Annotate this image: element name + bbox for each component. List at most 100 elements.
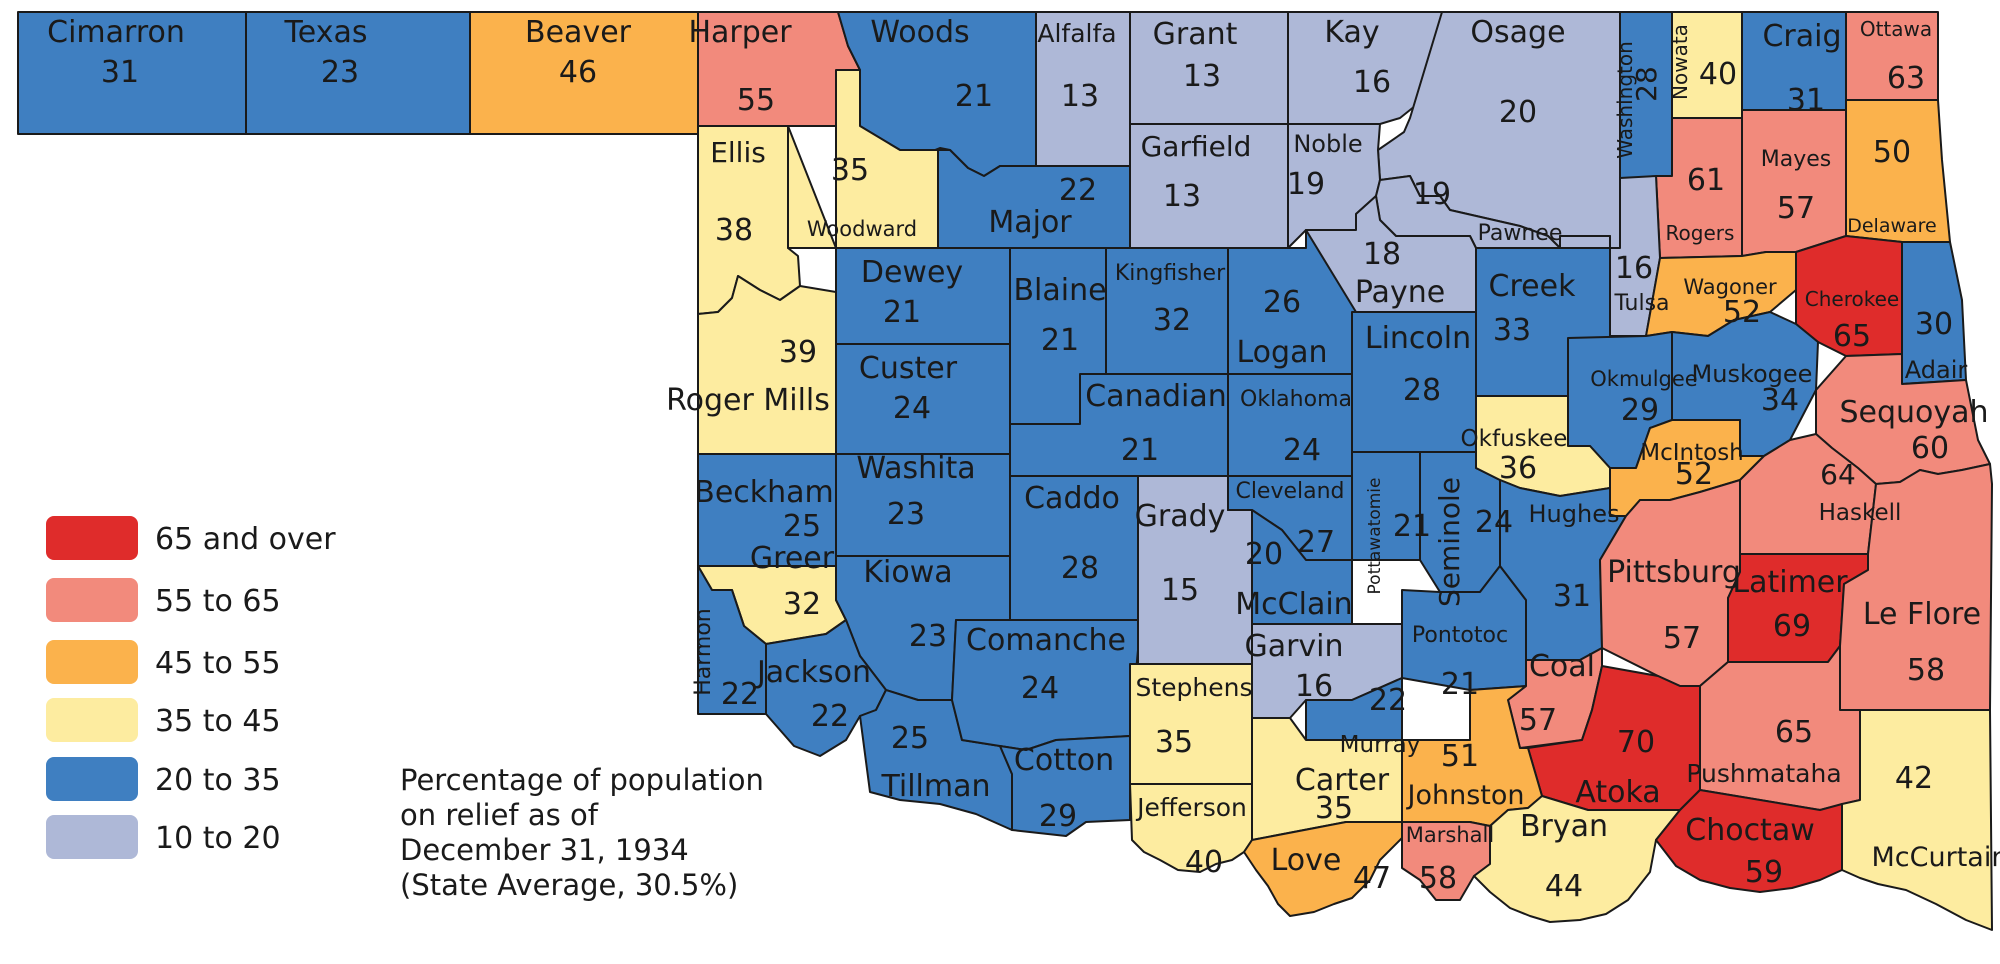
county-name-carter: Carter <box>1295 763 1390 798</box>
county-value-tillman: 25 <box>891 721 929 756</box>
county-name-jefferson: Jefferson <box>1135 793 1247 822</box>
county-name-woodward: Woodward <box>807 217 917 241</box>
county-value-creek: 33 <box>1493 313 1531 348</box>
county-value-harper: 55 <box>737 83 775 118</box>
county-name-okmulgee: Okmulgee <box>1590 367 1697 391</box>
labels-layer: Cimarron 31 Texas 23 Beaver 46 Harper 55 Woods 21… <box>47 15 2000 904</box>
county-value-comanche: 24 <box>1021 671 1059 706</box>
county-name-craig: Craig <box>1762 19 1841 54</box>
county-name-mccurtain: McCurtain <box>1872 842 2000 873</box>
county-cotton <box>999 735 1131 837</box>
caption-line-1: Percentage of population <box>400 763 764 797</box>
county-name-garvin: Garvin <box>1244 629 1343 664</box>
county-name-lincoln: Lincoln <box>1365 321 1471 356</box>
county-value-canadian: 21 <box>1121 433 1159 468</box>
county-value-beaver: 46 <box>559 55 597 90</box>
county-value-coal: 57 <box>1519 703 1557 738</box>
county-value-lincoln: 28 <box>1403 373 1441 408</box>
county-value-sequoyah: 60 <box>1911 431 1949 466</box>
county-name-kingfisher: Kingfisher <box>1115 261 1226 286</box>
county-value-cleveland: 27 <box>1297 525 1335 560</box>
county-value-cimarron: 31 <box>101 55 139 90</box>
county-name-kay: Kay <box>1324 15 1379 50</box>
county-value-hughes: 31 <box>1553 579 1591 614</box>
county-name-beaver: Beaver <box>525 15 632 50</box>
legend-label-65-over: 65 and over <box>155 522 336 557</box>
county-value-grant: 13 <box>1183 59 1221 94</box>
county-name-comanche: Comanche <box>966 623 1126 658</box>
county-value-pontotoc: 21 <box>1441 667 1479 702</box>
county-value-haskell: 64 <box>1820 458 1856 491</box>
county-value-blaine: 21 <box>1041 323 1079 358</box>
legend-label-20-35: 20 to 35 <box>155 763 281 798</box>
counties-layer <box>17 11 1993 931</box>
county-value-pittsburg: 57 <box>1663 621 1701 656</box>
county-choctaw <box>1655 789 1843 893</box>
county-name-murray: Murray <box>1340 732 1421 758</box>
county-value-mcclain: 20 <box>1245 537 1283 572</box>
county-name-noble: Noble <box>1293 130 1362 158</box>
county-value-texas: 23 <box>321 55 359 90</box>
county-name-delaware: Delaware <box>1847 215 1937 237</box>
county-name-caddo: Caddo <box>1024 481 1120 516</box>
county-value-garvin: 16 <box>1295 669 1333 704</box>
county-name-canadian: Canadian <box>1085 379 1227 414</box>
county-value-muskogee: 34 <box>1761 383 1799 418</box>
county-value-pottawatomie: 21 <box>1393 509 1431 544</box>
county-value-adair: 30 <box>1915 307 1953 342</box>
caption-line-4: (State Average, 30.5%) <box>400 868 738 902</box>
county-name-pontotoc: Pontotoc <box>1412 623 1508 648</box>
county-name-logan: Logan <box>1237 335 1328 370</box>
county-le-flore <box>1839 463 1993 711</box>
county-bryan <box>1473 795 1681 923</box>
county-value-greer: 32 <box>783 587 821 622</box>
county-name-harper: Harper <box>688 15 792 50</box>
county-name-grant: Grant <box>1153 17 1238 52</box>
legend-swatch-35-45 <box>46 698 138 742</box>
county-value-kay: 16 <box>1353 65 1391 100</box>
county-value-stephens: 35 <box>1155 725 1193 760</box>
county-name-love: Love <box>1271 843 1342 878</box>
county-value-nowata: 40 <box>1699 57 1737 92</box>
county-value-roger-mills: 39 <box>779 335 817 370</box>
county-name-kiowa: Kiowa <box>863 555 952 590</box>
legend-label-35-45: 35 to 45 <box>155 704 281 739</box>
county-value-harmon: 22 <box>721 677 759 712</box>
county-harmon <box>697 565 767 715</box>
county-value-dewey: 21 <box>883 295 921 330</box>
county-name-le-flore: Le Flore <box>1863 597 1981 632</box>
county-name-major: Major <box>988 205 1072 240</box>
county-value-marshall: 58 <box>1419 861 1457 896</box>
county-name-jackson: Jackson <box>755 655 871 690</box>
legend-swatch-20-35 <box>46 757 138 801</box>
county-tulsa <box>1559 175 1661 337</box>
county-murray <box>1305 677 1403 741</box>
county-value-custer: 24 <box>893 391 931 426</box>
county-value-seminole: 24 <box>1475 505 1513 540</box>
county-name-tillman: Tillman <box>880 769 990 804</box>
county-value-pawnee: 19 <box>1413 177 1451 212</box>
county-name-muskogee: Muskogee <box>1692 360 1813 388</box>
county-name-seminole: Seminole <box>1433 477 1466 607</box>
county-value-cotton: 29 <box>1039 799 1077 834</box>
county-name-washington: Washington <box>1613 41 1637 159</box>
county-value-mayes: 57 <box>1777 191 1815 226</box>
county-name-texas: Texas <box>284 15 368 50</box>
county-value-oklahoma: 24 <box>1283 433 1321 468</box>
county-name-woods: Woods <box>870 15 969 50</box>
county-value-carter: 35 <box>1315 791 1353 826</box>
map-caption: Percentage of population on relief as of… <box>400 763 764 902</box>
county-value-le-flore: 58 <box>1907 653 1945 688</box>
county-mcclain <box>1227 509 1353 625</box>
county-value-cherokee: 65 <box>1833 319 1871 354</box>
legend-swatch-55-65 <box>46 578 138 622</box>
county-value-love: 47 <box>1353 861 1391 896</box>
county-name-hughes: Hughes <box>1529 500 1620 528</box>
county-name-mcintosh: McIntosh <box>1640 440 1744 466</box>
county-value-okfuskee: 36 <box>1499 451 1537 486</box>
county-value-washita: 23 <box>887 497 925 532</box>
legend-swatch-45-55 <box>46 640 138 684</box>
county-value-woods: 21 <box>955 79 993 114</box>
county-name-custer: Custer <box>859 351 958 386</box>
